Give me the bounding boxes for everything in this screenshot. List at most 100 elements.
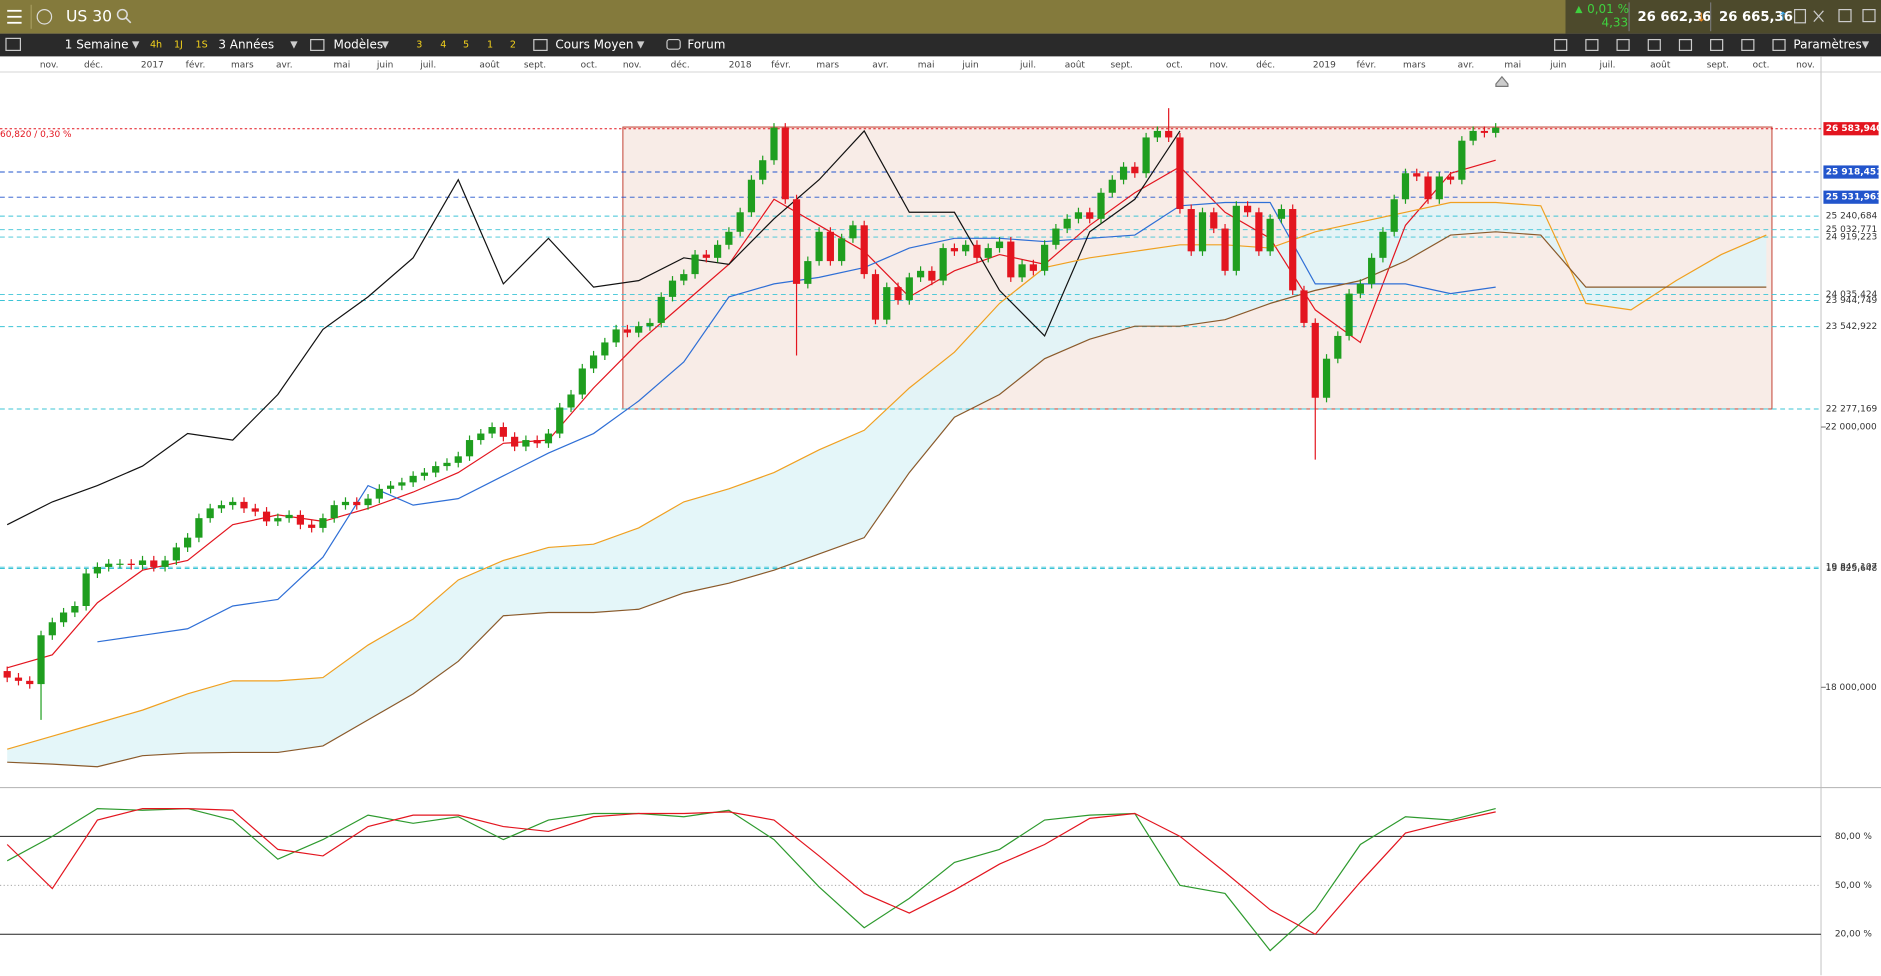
candle-body [1108,179,1116,193]
candle-body [1356,283,1364,294]
level-label-box [1823,165,1879,179]
level-label: 26 583,940 [1826,124,1881,134]
candle-body [14,677,23,681]
candle-body [82,573,90,606]
home-marker[interactable] [1495,75,1509,87]
candle-body [894,287,902,301]
caret: ▼ [290,39,298,50]
candle-body [1446,176,1455,180]
window-buttons[interactable] [1794,8,1876,24]
candle-body [928,270,936,281]
candle-body [274,518,282,522]
candle-body [804,261,812,284]
slot-button[interactable]: 3 [416,39,422,50]
average[interactable]: Cours Moyen [555,37,633,51]
level-label: 19 825,648 [1826,564,1878,574]
candle-body [1300,290,1308,323]
templates-icon [310,38,325,51]
range[interactable]: 3 Années [218,37,274,51]
candle-body [1322,358,1331,398]
candle-body [838,238,846,262]
candle-body [375,488,383,499]
level-label: 25 032,771 [1826,225,1877,235]
slot-button[interactable]: 5 [463,39,469,50]
menu-button[interactable] [7,9,22,24]
candle-body [691,254,699,275]
slot-button[interactable]: 4 [440,39,446,50]
candle-body [1221,228,1229,271]
candle-body [251,508,259,512]
change-pct: 0,01 % [1587,2,1629,16]
candle-body [465,440,474,457]
candle-body [443,462,451,467]
panel-button[interactable] [5,37,21,51]
candle-body [556,407,564,434]
x-tick-label: août [1065,60,1086,70]
candle-body [995,241,1004,249]
up-arrow: ▲ [1575,4,1583,15]
candle-body [1345,293,1353,336]
caret: ▼ [637,39,645,50]
forum[interactable]: Forum [687,37,725,51]
ask[interactable]: 26 665,36 [1719,10,1793,25]
oscillator-line [6,807,1496,952]
candle-body [59,612,68,623]
candle-body [1063,218,1071,229]
candle-body [826,231,834,262]
candle-body [285,514,293,519]
level-label-box [1823,122,1879,136]
x-tick-label: 2019 [1313,60,1336,70]
candle-body [849,225,857,239]
candle-body [341,501,350,506]
search-button[interactable] [116,8,132,24]
candle-body [736,212,744,232]
candle-body [353,501,361,506]
quick-button[interactable]: 1S [196,39,208,50]
level-label: 24 035,424 [1826,290,1878,300]
candle-body [1480,130,1489,133]
candle-body [1153,130,1161,138]
indicator-line [7,201,1767,750]
level-label: 24 919,223 [1826,233,1877,243]
candle-body [1176,137,1184,210]
candle-body [589,355,598,369]
tool-icons[interactable] [1554,38,1786,51]
candle-body [195,518,203,538]
candle-body [386,485,395,489]
bid[interactable]: 26 662,36 [1637,10,1711,25]
candle-body [1277,209,1286,219]
info-button[interactable] [36,8,53,25]
quick-button[interactable]: 1J [174,39,183,50]
candle-body [105,563,113,567]
x-tick-label: juil. [1019,60,1036,70]
candle-body [883,287,891,320]
candle-body [1041,244,1049,271]
candle-body [815,231,823,262]
caret: ▼ [381,39,389,50]
settings[interactable]: Paramètres [1793,37,1861,51]
x-tick-label: juil. [1598,60,1615,70]
candle-body [48,622,56,636]
candle-body [26,680,34,685]
x-tick-label: sept. [1707,60,1729,70]
candle-body [161,560,169,567]
quick-button[interactable]: 4h [150,39,162,50]
candle-body [364,498,372,506]
templates[interactable]: Modèles [333,37,383,51]
slot-button[interactable]: 2 [510,39,516,50]
candle-body [939,248,947,281]
candle-body [116,563,124,565]
x-tick-label: mai [918,60,935,70]
candle-body [950,248,959,252]
candle-body [1368,257,1376,284]
x-tick-label: févr. [186,59,206,70]
x-tick-label: nov. [623,60,642,70]
x-tick-label: avr. [276,60,293,70]
candle-body [138,560,147,566]
candle-body [477,433,485,441]
x-tick-label: nov. [1796,60,1815,70]
period[interactable]: 1 Semaine [65,37,129,51]
slot-button[interactable]: 1 [487,39,493,50]
candle-body [262,511,271,522]
